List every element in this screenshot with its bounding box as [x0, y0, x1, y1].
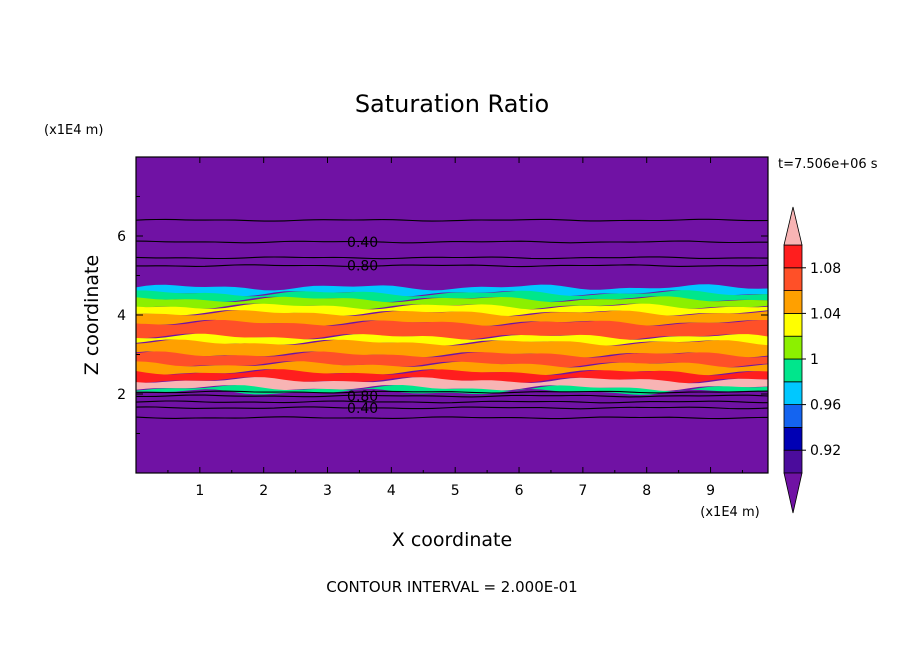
colorbar-swatch [783, 381, 803, 405]
band-4 [136, 310, 768, 326]
colorbar-label: 1.04 [810, 306, 841, 322]
chart-title: Saturation Ratio [355, 90, 549, 118]
colorbar-over-arrow [783, 206, 803, 246]
contour-line [136, 240, 768, 244]
band-6 [136, 333, 768, 346]
x-tick-label: 3 [323, 483, 332, 499]
band-8 [136, 351, 768, 368]
colorbar-swatch [783, 335, 803, 360]
contour-label: 0.80 [347, 389, 378, 405]
y-tick-label: 2 [117, 387, 126, 403]
contour-line [136, 218, 768, 222]
colorbar-swatch [783, 426, 803, 451]
colorbar-swatch [783, 267, 803, 291]
colorbar-label: 1.08 [810, 261, 841, 277]
band-1 [136, 290, 768, 303]
plot-area [136, 157, 768, 473]
colorbar-swatch [783, 449, 803, 474]
colorbar-label: 0.92 [810, 443, 841, 459]
band-10 [136, 369, 768, 384]
contour-line [136, 390, 768, 394]
colorbar-under-arrow [783, 472, 803, 514]
time-label: t=7.506e+06 s [778, 157, 878, 172]
contour-label: 0.40 [347, 235, 378, 251]
band-7 [136, 339, 768, 358]
colorbar-swatch [783, 358, 803, 383]
band-5 [136, 320, 768, 340]
colorbar-swatch [783, 404, 803, 428]
contour-line [136, 394, 768, 398]
band-3 [136, 303, 768, 317]
x-axis: 1 2 3 4 5 6 7 8 9 [167, 157, 743, 499]
contour-labels: 0.400.800.800.40 [347, 235, 378, 417]
x-tick-label: 1 [195, 483, 204, 499]
band-0 [136, 284, 768, 297]
y-tick-label: 4 [117, 308, 126, 324]
colorbar-label: 1 [810, 352, 819, 368]
x-tick-label: 7 [578, 483, 587, 499]
contour-line [136, 264, 768, 268]
x-tick-label: 8 [642, 483, 651, 499]
band-11 [136, 377, 768, 392]
y-axis-title: Z coordinate [81, 255, 103, 375]
x-axis-title: X coordinate [392, 529, 512, 551]
contour-lines [136, 218, 768, 420]
contour-interval-footer: CONTOUR INTERVAL = 2.000E-01 [326, 578, 577, 596]
contour-line [136, 416, 768, 420]
x-tick-label: 4 [387, 483, 396, 499]
x-tick-label: 6 [515, 483, 524, 499]
contour-line [136, 400, 768, 404]
colorbar-swatch [783, 312, 803, 337]
y-unit-label: (x1E4 m) [44, 123, 103, 138]
colorbar-swatch [783, 244, 803, 269]
colorbar: 0.92 0.96 1 1.04 1.08 [783, 206, 841, 514]
contour-label: 0.80 [347, 259, 378, 275]
band-2 [136, 296, 768, 310]
band-9 [136, 361, 768, 376]
colorbar-swatch [783, 290, 803, 314]
colorbar-label: 0.96 [810, 398, 841, 414]
x-tick-label: 9 [706, 483, 715, 499]
contour-label: 0.40 [347, 401, 378, 417]
y-axis: 2 4 6 [117, 196, 768, 434]
x-unit-label: (x1E4 m) [700, 505, 759, 520]
contour-line [136, 406, 768, 410]
contour-line [136, 256, 768, 260]
x-tick-label: 5 [451, 483, 460, 499]
x-tick-label: 2 [259, 483, 268, 499]
y-tick-label: 6 [117, 229, 126, 245]
